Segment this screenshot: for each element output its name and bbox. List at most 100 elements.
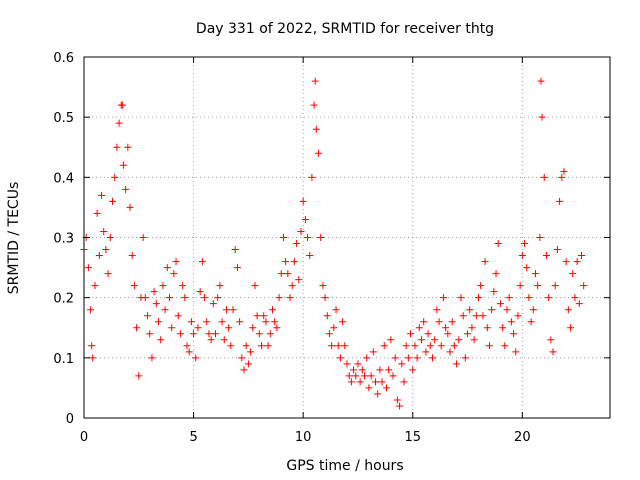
y-tick-label: 0.4: [53, 171, 74, 186]
data-point: [393, 396, 401, 404]
data-point: [130, 282, 138, 290]
data-point: [306, 252, 314, 260]
data-point: [529, 306, 537, 314]
data-point: [115, 119, 123, 127]
data-point: [106, 234, 114, 241]
data-point: [540, 173, 548, 181]
data-point: [494, 240, 502, 248]
data-point: [190, 330, 198, 338]
data-point: [578, 252, 586, 260]
data-point: [472, 312, 480, 320]
data-point: [88, 342, 96, 350]
data-point: [159, 282, 167, 290]
data-point: [426, 342, 434, 350]
data-point: [231, 246, 239, 254]
chart-title: Day 331 of 2022, SRMTID for receiver tht…: [196, 21, 494, 37]
data-point: [113, 143, 121, 151]
data-point: [350, 366, 358, 374]
data-point: [422, 348, 430, 356]
data-point: [332, 306, 340, 314]
data-point: [479, 312, 487, 320]
x-tick-label: 10: [295, 430, 312, 445]
data-point: [457, 294, 465, 302]
data-point: [580, 282, 588, 290]
data-point: [330, 324, 338, 332]
data-point: [356, 378, 364, 386]
data-point: [201, 294, 209, 302]
data-point: [124, 143, 132, 151]
data-point: [354, 360, 362, 368]
data-point: [391, 354, 399, 362]
data-point: [176, 330, 184, 338]
y-tick-label: 0.2: [53, 292, 74, 307]
data-point: [459, 312, 467, 320]
data-point: [418, 336, 426, 344]
data-point: [102, 246, 110, 254]
data-point: [461, 354, 469, 362]
data-point: [531, 270, 539, 278]
data-point: [507, 318, 515, 326]
data-point: [205, 330, 213, 338]
data-point: [575, 300, 583, 308]
data-point: [545, 294, 553, 302]
data-point: [437, 342, 445, 350]
y-tick-label: 0: [66, 412, 74, 427]
data-point: [146, 330, 154, 338]
data-point: [571, 294, 579, 302]
data-point: [172, 258, 180, 266]
data-point: [455, 336, 463, 344]
data-point: [297, 227, 305, 235]
data-point: [203, 318, 211, 326]
data-point: [380, 342, 388, 350]
data-point: [277, 270, 285, 278]
data-point: [192, 354, 200, 362]
data-point: [293, 240, 301, 248]
data-point: [141, 294, 149, 302]
data-point: [400, 378, 408, 386]
data-point: [170, 270, 178, 278]
data-point: [553, 246, 561, 254]
data-point: [244, 360, 252, 368]
data-point: [315, 149, 323, 157]
data-point: [323, 312, 331, 320]
y-tick-label: 0.1: [53, 352, 74, 367]
data-point: [409, 366, 417, 374]
data-point: [255, 330, 263, 338]
data-point: [118, 101, 126, 109]
data-point: [385, 366, 393, 374]
y-tick-label: 0.3: [53, 232, 74, 247]
data-point: [139, 234, 147, 241]
data-point: [93, 209, 101, 217]
data-point: [308, 173, 316, 181]
data-point: [168, 324, 176, 332]
data-point: [569, 270, 577, 278]
data-point: [301, 215, 309, 223]
data-point: [299, 197, 307, 205]
data-point: [165, 294, 173, 302]
data-point: [363, 354, 371, 362]
data-point: [431, 336, 439, 344]
data-point: [229, 306, 237, 314]
data-point: [415, 324, 423, 332]
data-point: [288, 282, 296, 290]
data-point: [420, 318, 428, 326]
data-point: [179, 282, 187, 290]
data-point: [273, 324, 281, 332]
data-point: [556, 197, 564, 205]
data-point: [496, 300, 504, 308]
data-point: [249, 324, 257, 332]
data-point: [220, 336, 228, 344]
data-point: [181, 294, 189, 302]
data-point: [358, 366, 366, 374]
data-point: [371, 378, 379, 386]
data-point: [549, 348, 557, 356]
data-point: [483, 324, 491, 332]
data-point: [157, 336, 165, 344]
data-point: [91, 282, 99, 290]
data-point: [525, 294, 533, 302]
data-point: [290, 258, 298, 266]
data-point: [319, 282, 327, 290]
y-axis-label: SRMTID / TECUs: [6, 182, 22, 295]
data-point: [233, 264, 241, 272]
data-point: [268, 306, 276, 314]
